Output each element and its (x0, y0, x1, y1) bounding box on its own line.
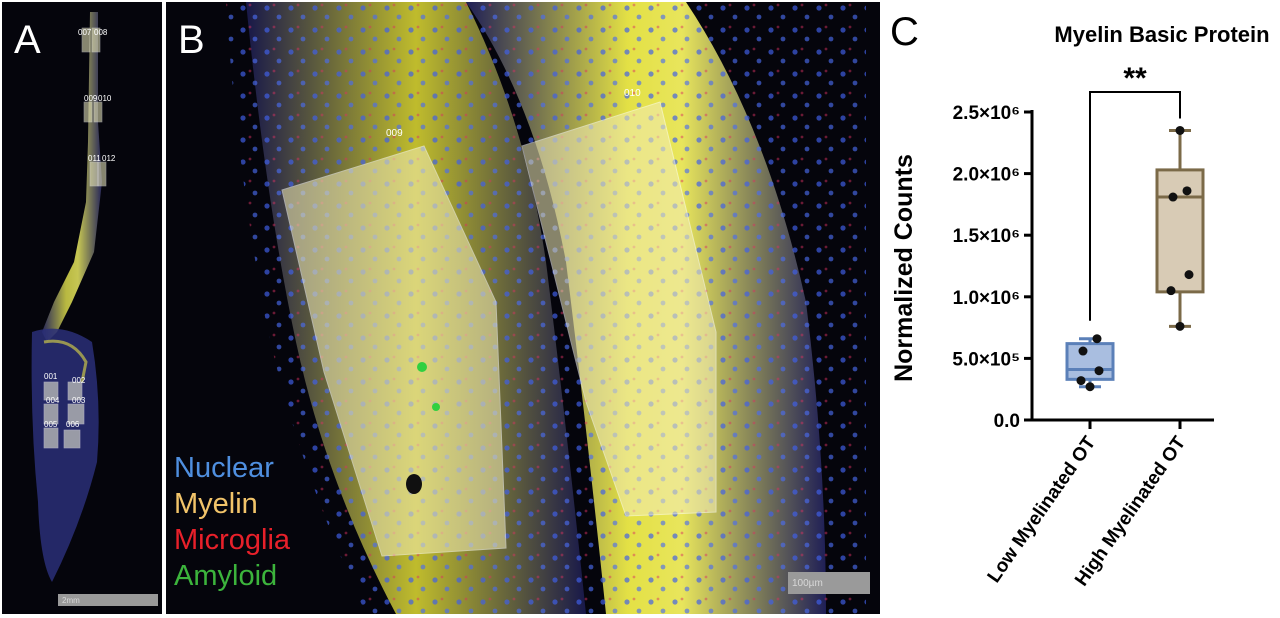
fluorescence-micrograph (226, 2, 866, 614)
roi-label: 012 (102, 154, 116, 163)
roi-label: 010 (624, 88, 641, 99)
y-tick-label: 2.0×10⁶ (953, 165, 1020, 186)
y-tick-label: 2.5×10⁶ (953, 103, 1020, 124)
box-group (1155, 125, 1205, 331)
data-point (1182, 186, 1192, 196)
panel-letter-c: C (890, 10, 919, 54)
y-tick-label: 5.0×10⁵ (952, 349, 1020, 370)
panel-c-chart: C Myelin Basic Protein Normalized Counts… (884, 0, 1280, 618)
box (1065, 342, 1115, 381)
roi-label: 002 (72, 376, 86, 385)
data-point (1168, 192, 1178, 202)
roi-label: 006 (66, 420, 80, 429)
y-axis-label: Normalized Counts (890, 154, 918, 382)
panel-a-image: A 007 008 009 010 011 012 001 002 004 00… (2, 2, 162, 614)
significance-label: ** (1123, 62, 1147, 95)
data-point (1184, 270, 1194, 280)
roi-label: 003 (72, 396, 86, 405)
chart-title: Myelin Basic Protein (1054, 22, 1269, 47)
roi-label: 009 (84, 94, 98, 103)
boxes (1065, 125, 1205, 392)
y-tick-label: 0.0 (994, 411, 1020, 432)
scale-bar-label: 100µm (792, 578, 823, 589)
scale-bar: 100µm (788, 572, 870, 594)
roi-label: 011 (88, 154, 101, 163)
roi-label: 004 (46, 396, 60, 405)
data-point (1076, 376, 1086, 386)
channel-legend: Nuclear Myelin Microglia Amyloid (174, 450, 290, 594)
legend-nuclear: Nuclear (174, 452, 274, 484)
optic-tract-overview-image (31, 12, 107, 582)
data-point (1085, 382, 1095, 392)
data-point (1078, 346, 1088, 356)
roi-label: 008 (94, 28, 108, 37)
y-tick-label: 1.0×10⁶ (953, 288, 1020, 309)
box (1155, 168, 1205, 294)
data-point (1092, 334, 1102, 344)
box-plot: Myelin Basic Protein Normalized Counts 0… (890, 22, 1270, 590)
legend-microglia: Microglia (174, 524, 291, 556)
bracket-line (1089, 91, 1181, 321)
panel-b-image: B 009 010 Nuclear Myelin Microglia Amylo… (166, 2, 880, 614)
roi-label: 001 (44, 372, 58, 381)
legend-amyloid: Amyloid (174, 560, 278, 592)
panel-letter-b: B (178, 18, 205, 62)
legend-myelin: Myelin (174, 488, 258, 520)
scale-bar: 2mm (58, 594, 158, 606)
data-point (1175, 125, 1185, 135)
scale-bar-label: 2mm (62, 596, 80, 605)
data-point (1094, 366, 1104, 376)
roi-label: 005 (44, 420, 58, 429)
data-point (1175, 321, 1185, 331)
significance-bracket: ** (1089, 62, 1181, 321)
y-axis: 0.0 5.0×10⁵ 1.0×10⁶ 1.5×10⁶ 2.0×10⁶ 2.5×10⁶ (952, 103, 1034, 432)
box-group (1065, 334, 1115, 392)
roi-label: 009 (386, 128, 403, 139)
y-tick-label: 1.5×10⁶ (953, 226, 1020, 247)
roi-label: 010 (98, 94, 112, 103)
panel-letter-a: A (14, 18, 41, 62)
roi-label: 007 (78, 28, 92, 37)
data-point (1166, 286, 1176, 296)
